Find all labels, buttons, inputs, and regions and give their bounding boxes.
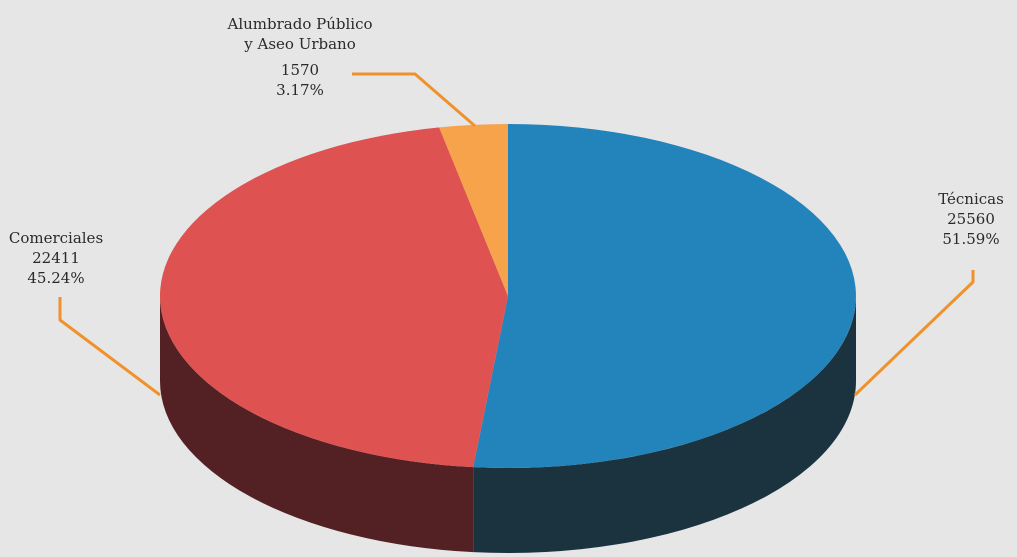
label-alumbrado-name-line1: Alumbrado Público (226, 15, 372, 33)
label-tecnicas-percent: 51.59% (942, 230, 999, 248)
label-alumbrado: Alumbrado Público y Aseo Urbano 1570 3.1… (226, 15, 372, 99)
pie-slice-tecnicas (473, 124, 856, 468)
label-tecnicas-name: Técnicas (938, 190, 1004, 208)
label-comerciales-percent: 45.24% (27, 269, 84, 287)
pie-slices (159, 124, 856, 468)
leader-line-tecnicas (853, 270, 975, 397)
label-alumbrado-name-line2: y Aseo Urbano (243, 35, 356, 53)
label-alumbrado-percent: 3.17% (276, 81, 324, 99)
pie-slice-alumbrado (439, 124, 508, 296)
leader-line-alumbrado (352, 72, 476, 128)
leader-line-comerciales (58, 297, 161, 397)
label-alumbrado-value: 1570 (281, 61, 319, 79)
label-comerciales-name: Comerciales (9, 229, 103, 247)
pie-side-tecnicas (473, 296, 856, 554)
pie-side-walls (159, 296, 856, 554)
pie-slice-comerciales (159, 127, 508, 468)
label-tecnicas-value: 25560 (947, 210, 995, 228)
label-comerciales: Comerciales 22411 45.24% (9, 229, 103, 287)
label-comerciales-value: 22411 (32, 249, 80, 267)
pie-side-comerciales (159, 296, 474, 553)
leader-lines (58, 72, 975, 397)
label-tecnicas: Técnicas 25560 51.59% (938, 190, 1004, 248)
